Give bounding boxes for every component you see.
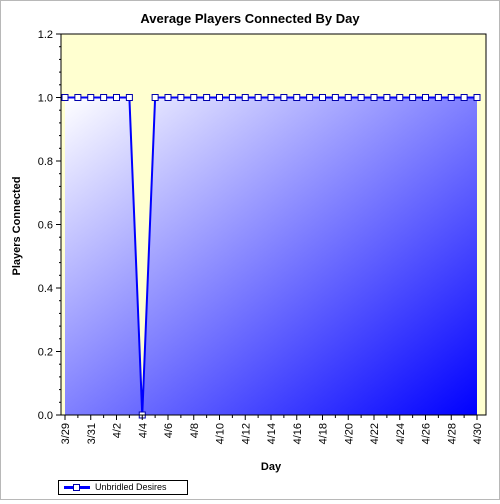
data-point [254, 94, 262, 101]
x-axis-label: Day [261, 461, 282, 473]
series-area-fill [65, 97, 477, 415]
y-tick-label: 0.2 [38, 347, 53, 359]
data-point [344, 94, 352, 101]
data-point [100, 94, 108, 101]
data-point [177, 94, 185, 101]
legend-swatch [64, 484, 90, 491]
y-axis-label: Players Connected [11, 176, 23, 275]
data-point [74, 94, 82, 101]
data-point [422, 94, 429, 101]
data-point [203, 94, 211, 101]
y-tick-label: 1.0 [38, 93, 53, 105]
y-tick-label: 1.2 [38, 29, 53, 41]
data-point [383, 94, 391, 101]
y-tick-label: 0.8 [38, 156, 53, 168]
x-tick-label: 4/28 [446, 423, 458, 444]
data-point [370, 94, 378, 101]
x-tick-label: 4/4 [137, 423, 149, 438]
data-point [267, 94, 275, 101]
x-tick-label: 4/30 [472, 423, 484, 444]
data-point [473, 94, 481, 101]
plot-area: 0.0 0.2 0.4 0.6 0.8 1.0 1.2 3/29 3/31 4/2 4/4 4/6 4/… [38, 29, 487, 444]
x-tick-label: 4/2 [112, 423, 124, 438]
y-tick-label: 0.6 [38, 220, 53, 232]
data-point [280, 94, 288, 101]
x-tick-label: 4/22 [369, 423, 381, 444]
data-point [216, 94, 223, 101]
x-tick-label: 4/20 [343, 423, 355, 444]
data-point [87, 94, 95, 101]
data-point [190, 94, 198, 101]
x-tick-label: 4/12 [240, 423, 252, 444]
data-point [460, 94, 468, 101]
x-tick-label: 4/18 [318, 423, 330, 444]
x-tick-label: 3/31 [86, 423, 98, 444]
x-tick-label: 3/29 [60, 423, 72, 444]
y-tick-label: 0.4 [38, 283, 53, 295]
data-point [434, 94, 442, 101]
legend: Unbridled Desires [58, 480, 188, 495]
data-point [293, 94, 301, 101]
x-tick-label: 4/14 [266, 423, 278, 444]
x-tick-label: 4/26 [421, 423, 433, 444]
x-tick-label: 4/10 [215, 423, 227, 444]
data-point [331, 94, 339, 101]
x-tick-label: 4/24 [395, 423, 407, 444]
data-point [447, 94, 455, 101]
data-point [319, 94, 326, 101]
data-point [241, 94, 249, 101]
data-point [164, 94, 172, 101]
x-tick-label: 4/6 [163, 423, 175, 438]
legend-label: Unbridled Desires [95, 482, 167, 492]
data-point [306, 94, 314, 101]
x-tick-label: 4/16 [292, 423, 304, 444]
data-point [151, 94, 159, 101]
x-tick-label: 4/8 [189, 423, 201, 438]
data-point [396, 94, 404, 101]
data-point [113, 94, 120, 101]
data-point [357, 94, 365, 101]
y-tick-label: 0.0 [38, 410, 53, 422]
data-point [125, 94, 133, 101]
chart-title: Average Players Connected By Day [140, 11, 360, 26]
data-point [61, 94, 69, 101]
data-point [409, 94, 417, 101]
data-point [228, 94, 236, 101]
